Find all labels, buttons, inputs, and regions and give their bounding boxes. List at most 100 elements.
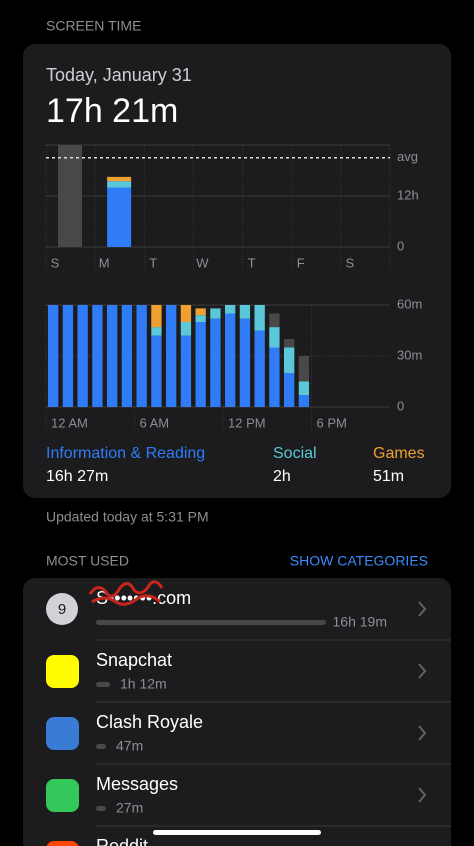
bar-segment — [151, 335, 162, 407]
app-name: Messages — [96, 774, 178, 794]
x-tick-label: T — [248, 255, 256, 270]
usage-bar — [96, 744, 106, 749]
chevron — [418, 601, 427, 617]
legend-name: Social — [273, 445, 317, 462]
app-name: Reddit — [96, 836, 148, 846]
bar-segment — [107, 305, 118, 407]
legend-name: Information & Reading — [46, 445, 205, 462]
x-tick-label: 12 PM — [228, 415, 266, 430]
date: Today, January 31 — [46, 65, 192, 85]
app-badge: 9 — [58, 601, 66, 618]
bar-segment — [180, 335, 192, 407]
bar-segment — [107, 187, 132, 247]
updated: Updated today at 5:31 PM — [46, 509, 209, 525]
bar-segment — [284, 347, 295, 373]
hourly-chart: 0 30m 60m 12 AM 6 AM 12 PM 6 PM — [45, 296, 422, 431]
bar-segment — [151, 305, 162, 328]
app-time: 16h 19m — [333, 614, 387, 630]
redaction — [88, 580, 164, 606]
bar-segment — [298, 395, 310, 407]
bar-segment — [77, 305, 88, 407]
y-tick-label: 0 — [397, 398, 404, 413]
bar-segment — [269, 313, 280, 328]
app-row[interactable]: Messages 27m — [46, 763, 451, 816]
bar-segment — [239, 305, 251, 319]
app-row[interactable]: Clash Royale 47m — [46, 701, 451, 754]
bar-segment — [48, 305, 59, 407]
bar-segment — [166, 305, 177, 407]
chevron — [418, 787, 427, 803]
bar-segment — [239, 318, 251, 407]
bar-segment — [210, 308, 221, 319]
total-time: 17h 21m — [46, 92, 178, 130]
bar-segment — [284, 339, 295, 348]
bar-segment — [225, 313, 236, 407]
x-tick-label: T — [149, 255, 157, 270]
app-icon — [46, 841, 79, 846]
bar-segment — [210, 318, 221, 407]
x-tick-label: W — [196, 255, 209, 270]
bar-segment — [284, 373, 295, 407]
x-tick-label: 6 PM — [317, 415, 347, 430]
app-icon — [46, 717, 79, 750]
legend: Information & Reading 16h 27m Social 2h Game… — [46, 445, 425, 485]
bar-segment — [195, 308, 206, 316]
bar-segment — [58, 145, 82, 247]
home-indicator — [153, 830, 321, 835]
bar-segment — [225, 305, 236, 314]
bar-segment — [62, 305, 74, 407]
app-icon — [46, 779, 79, 812]
x-tick-label: F — [297, 255, 305, 270]
x-tick-label: M — [99, 255, 110, 270]
bar-segment — [180, 305, 192, 322]
x-tick-label: S — [346, 255, 355, 270]
bar-segment — [195, 322, 206, 407]
app-time: 1h 12m — [120, 676, 167, 692]
legend-total: 2h — [273, 468, 291, 485]
y-tick-label: 30m — [397, 347, 422, 362]
app-name: Clash Royale — [96, 712, 203, 732]
x-tick-label: 6 AM — [140, 415, 170, 430]
bar-segment — [298, 381, 310, 396]
bar-segment — [254, 330, 265, 407]
usage-bar — [96, 806, 106, 811]
bar-segment — [121, 305, 133, 407]
bar-segment — [298, 356, 310, 382]
x-tick-label: S — [51, 255, 60, 270]
app-row[interactable]: Snapchat 1h 12m — [46, 639, 451, 692]
usage-bar — [96, 620, 326, 625]
legend-total: 16h 27m — [46, 468, 108, 485]
bar-segment — [195, 315, 206, 322]
bar-segment — [254, 305, 265, 331]
bar-segment — [92, 305, 103, 407]
show-categories[interactable]: SHOW CATEGORIES — [290, 553, 428, 569]
usage-bar — [96, 682, 110, 687]
bar-segment — [151, 327, 162, 336]
app-icon — [46, 593, 78, 625]
bar-segment — [180, 322, 192, 336]
bar-segment — [269, 327, 280, 348]
bar-segment — [269, 347, 280, 407]
app-icon — [46, 655, 79, 688]
apps-card — [23, 578, 451, 846]
app-time: 47m — [116, 738, 143, 754]
y-tick-label: 60m — [397, 296, 422, 311]
legend-name: Games — [373, 445, 425, 462]
bar-segment — [107, 181, 132, 188]
bar-segment — [136, 305, 147, 407]
x-tick-label: 12 AM — [51, 415, 88, 430]
bar-segment — [107, 176, 132, 182]
y-tick-label: 0 — [397, 238, 404, 253]
app-name: Snapchat — [96, 650, 172, 670]
legend-total: 51m — [373, 468, 404, 485]
most-used-title: MOST USED — [46, 553, 129, 569]
section-title: SCREEN TIME — [46, 18, 141, 34]
average-label: avg — [397, 149, 418, 164]
app-row[interactable]: Reddit — [46, 825, 451, 846]
chevron — [418, 663, 427, 679]
chevron — [418, 725, 427, 741]
y-tick-label: 12h — [397, 187, 419, 202]
